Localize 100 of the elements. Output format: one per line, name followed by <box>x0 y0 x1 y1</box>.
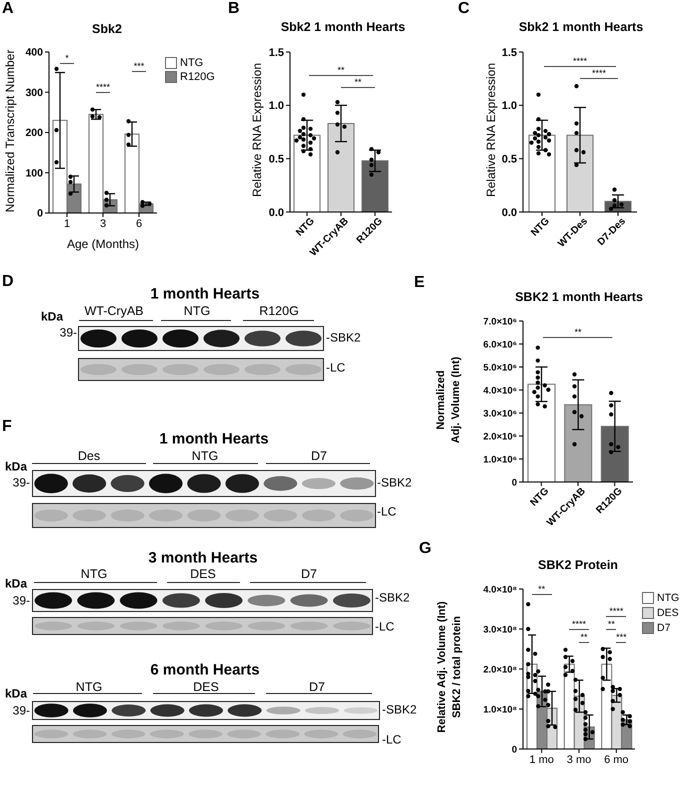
y-tick-label: 2.0×10⁶ <box>483 431 517 442</box>
y-tick-label: 300 <box>25 86 44 99</box>
y-axis-title: Relative RNA Expression <box>248 62 265 198</box>
annotation: *** <box>616 631 627 642</box>
text: -SBK2 <box>377 475 412 490</box>
x-tick-label: 3 <box>100 218 106 230</box>
bar <box>294 134 320 212</box>
text: Des <box>78 449 100 464</box>
text: kDa <box>4 686 28 701</box>
bar <box>328 122 354 212</box>
text: 6 month Hearts <box>150 661 260 679</box>
x-tick-label: 6 mo <box>604 754 629 766</box>
annotation: *** <box>134 60 144 70</box>
chart-title: SBK2 Protein <box>538 558 618 572</box>
text: -LC <box>377 504 396 519</box>
legend-label: NTG <box>180 57 204 69</box>
text: NTG <box>192 449 218 464</box>
x-tick-label: 3 mo <box>566 754 592 766</box>
annotation: ** <box>337 64 345 74</box>
y-tick-label: 0 <box>37 208 44 220</box>
text: -SBK2 <box>382 702 417 717</box>
text: -LC <box>375 619 394 634</box>
text: D7 <box>311 449 327 464</box>
y-tick-label: 1.5 <box>268 46 284 59</box>
text: -SBK2 <box>326 330 361 345</box>
text: 39- <box>60 325 77 340</box>
chart-title: Sbk2 1 month Hearts <box>518 20 644 34</box>
text: NTG <box>184 304 210 319</box>
y-tick-label: 1.0×10⁸ <box>483 704 517 716</box>
y-tick-label: 7.0×10⁶ <box>483 316 517 328</box>
text: 39- <box>12 475 30 490</box>
text: 3 month Hearts <box>148 549 258 567</box>
y-axis-title: Relative Adj. Volume (Int) SBK2 / total protein <box>435 601 464 733</box>
text: E <box>414 274 425 292</box>
y-tick-label: 3.0×10⁶ <box>483 408 517 420</box>
y-tick-label: 3.0×10⁸ <box>483 624 517 636</box>
y-tick-label: 4.0×10⁶ <box>483 385 517 396</box>
text: 39- <box>12 593 30 608</box>
annotation: **** <box>572 618 586 628</box>
annotation: ** <box>608 618 615 628</box>
x-tick-label: 6 <box>136 218 142 230</box>
text: NTG <box>76 680 102 695</box>
annotation: ** <box>580 631 588 642</box>
annotation: ** <box>354 76 362 86</box>
bar <box>362 160 388 212</box>
y-tick-label: 1.0×10⁶ <box>483 454 517 466</box>
annotation: **** <box>609 605 624 616</box>
y-tick-label: 1.0 <box>502 100 517 112</box>
annotation: **** <box>572 55 588 66</box>
y-tick-label: 0.5 <box>268 154 284 166</box>
y-tick-label: 200 <box>25 127 44 140</box>
y-axis-title: Normalized Adj. Volume (Int) <box>434 356 463 444</box>
text: WT-CryAB <box>84 304 144 319</box>
legend-label: D7 <box>657 622 670 634</box>
chart-title: SBK2 1 month Hearts <box>515 290 643 304</box>
bar <box>528 384 556 482</box>
text: DES <box>190 567 216 582</box>
bar <box>600 426 629 482</box>
y-tick-label: 4.0×10⁸ <box>483 584 517 596</box>
text: kDa <box>4 576 28 591</box>
x-tick-label: 1 mo <box>529 754 554 766</box>
y-tick-label: 400 <box>25 46 44 59</box>
text: DES <box>193 680 219 695</box>
legend-label: R120G <box>180 71 215 83</box>
bar <box>564 404 592 482</box>
text: D <box>2 273 14 291</box>
y-tick-label: 1.0 <box>268 100 284 112</box>
text: F <box>2 418 12 436</box>
legend-label: NTG <box>657 592 680 604</box>
text: 39- <box>12 703 30 718</box>
y-tick-label: 2.0×10⁸ <box>483 664 517 676</box>
x-axis-title: Age (Months) <box>66 237 140 252</box>
y-tick-label: 0.5 <box>502 154 517 166</box>
y-tick-label: 0.0 <box>268 206 284 219</box>
text: C <box>458 0 470 18</box>
y-tick-label: 5.0×10⁶ <box>483 362 517 374</box>
annotation: ** <box>574 326 582 336</box>
x-tick-label: 1 <box>64 218 70 230</box>
legend-label: DES <box>657 606 679 618</box>
text: kDa <box>40 309 64 324</box>
text: D7 <box>301 567 317 582</box>
y-tick-label: 0 <box>512 477 517 488</box>
y-axis-title: Relative RNA Expression <box>482 62 499 198</box>
annotation: **** <box>96 81 110 92</box>
y-tick-label: 6.0×10⁶ <box>483 339 517 350</box>
annotation: **** <box>592 67 606 78</box>
y-tick-label: 100 <box>25 167 44 180</box>
text: -LC <box>382 732 402 747</box>
text: 1 month Hearts <box>150 285 260 303</box>
text: R120G <box>259 304 299 319</box>
text: -SBK2 <box>375 590 410 605</box>
annotation: ** <box>538 583 546 594</box>
text: 1 month Hearts <box>159 430 269 448</box>
text: -LC <box>326 360 346 375</box>
text: A <box>2 0 14 18</box>
y-axis-title: Normalized Transcript Number <box>2 50 18 212</box>
text: D7 <box>309 680 325 695</box>
chart-title: Sbk2 1 month Hearts <box>280 20 406 34</box>
text: G <box>419 540 432 558</box>
text: B <box>228 0 240 18</box>
